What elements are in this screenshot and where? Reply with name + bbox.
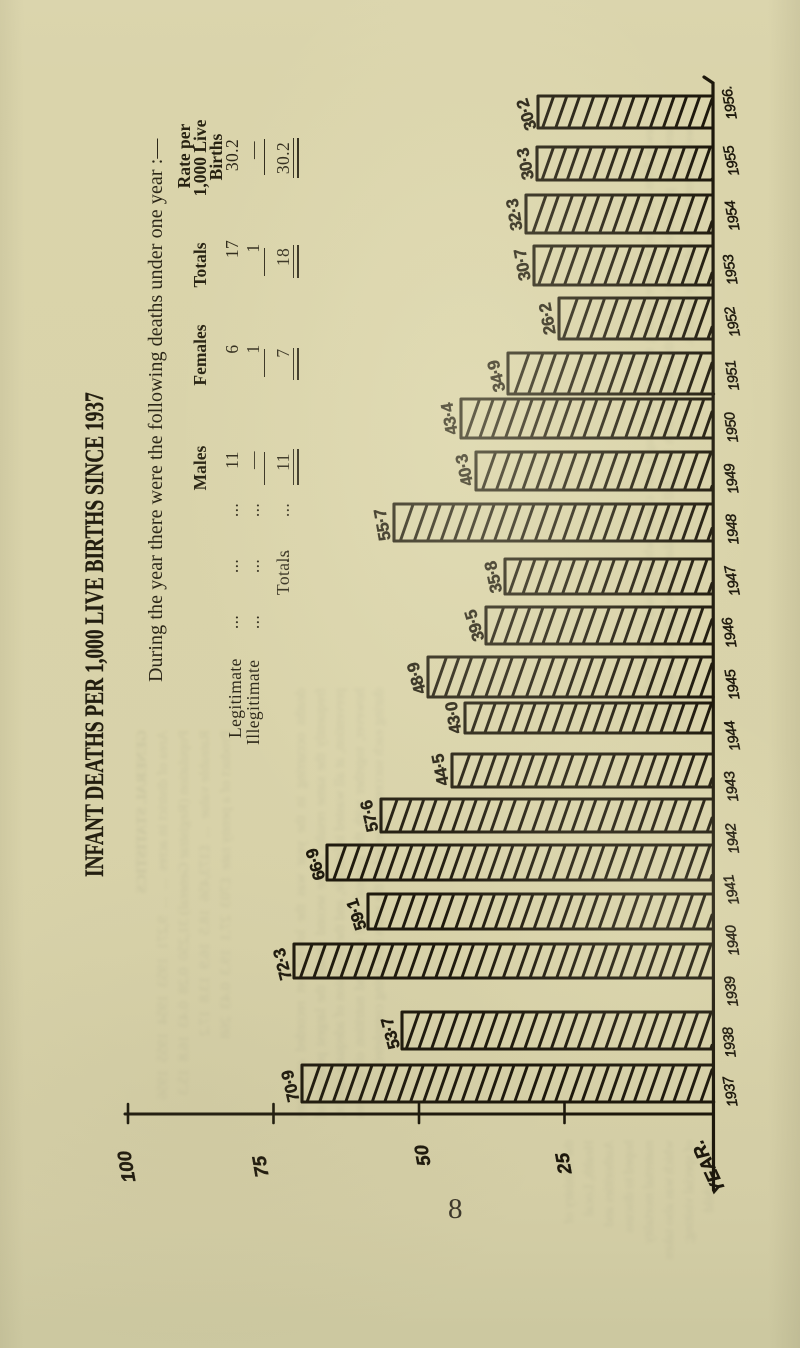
svg-text:44·5: 44·5 [428,753,453,788]
svg-text:35·8: 35·8 [481,560,506,595]
svg-text:1953: 1953 [720,253,741,286]
svg-text:72·3: 72·3 [270,947,296,982]
svg-text:1940: 1940 [723,924,743,957]
svg-text:55·7: 55·7 [370,508,394,543]
svg-text:1938: 1938 [720,1026,740,1058]
svg-text:1945: 1945 [722,667,743,701]
svg-text:70·9: 70·9 [278,1069,304,1104]
svg-text:75: 75 [249,1154,273,1179]
svg-text:1955: 1955 [721,143,743,177]
svg-text:57·6: 57·6 [357,799,383,834]
svg-text:48·9: 48·9 [403,661,430,697]
svg-text:30·7: 30·7 [510,248,534,283]
svg-text:1946: 1946 [719,615,740,649]
svg-text:1956.: 1956. [719,85,741,121]
svg-text:32·3: 32·3 [503,198,527,232]
svg-text:25: 25 [552,1151,577,1177]
svg-text:1950: 1950 [722,411,742,444]
svg-text:26·2: 26·2 [535,302,559,337]
svg-text:1939: 1939 [722,975,742,1008]
svg-text:100: 100 [114,1149,140,1184]
svg-text:1943: 1943 [722,770,743,803]
svg-text:1954: 1954 [722,199,743,232]
svg-text:1952: 1952 [722,305,744,338]
svg-text:1937: 1937 [720,1074,741,1108]
svg-text:YEAR.: YEAR. [687,1137,730,1197]
svg-text:43·0: 43·0 [442,701,466,735]
svg-text:43·4: 43·4 [437,401,461,437]
svg-text:34·9: 34·9 [484,359,510,394]
svg-text:1941: 1941 [721,873,743,906]
svg-text:1949: 1949 [721,462,742,495]
svg-text:66·9: 66·9 [302,847,329,883]
svg-text:40·3: 40·3 [452,453,477,488]
svg-text:1947: 1947 [722,563,744,597]
svg-text:1951: 1951 [723,359,743,391]
svg-text:1944: 1944 [722,719,744,752]
svg-text:53·7: 53·7 [377,1016,404,1052]
svg-text:39·5: 39·5 [461,608,488,644]
svg-text:50: 50 [411,1143,435,1168]
svg-text:30·3: 30·3 [513,147,538,182]
svg-text:1942: 1942 [723,822,743,855]
svg-text:1948: 1948 [723,513,742,545]
